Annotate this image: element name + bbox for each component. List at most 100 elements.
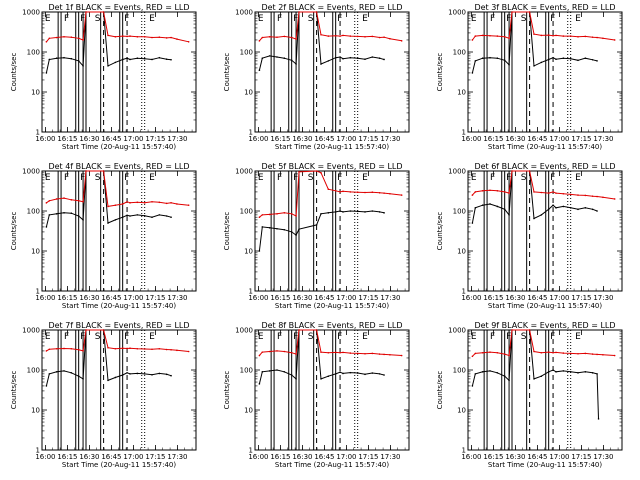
data-point-events bbox=[295, 63, 297, 65]
y-tick-label: 10 bbox=[457, 248, 466, 256]
data-point-lld bbox=[261, 36, 264, 39]
data-point-lld bbox=[339, 351, 341, 354]
x-tick-label: 16:45 bbox=[101, 135, 121, 143]
data-point-lld bbox=[170, 348, 172, 351]
data-point-lld bbox=[45, 350, 48, 352]
y-tick-label: 1000 bbox=[22, 327, 40, 335]
data-point-events bbox=[170, 374, 172, 377]
phase-label: F bbox=[277, 173, 282, 183]
data-point-lld bbox=[315, 329, 318, 331]
data-point-lld bbox=[383, 36, 385, 38]
data-point-lld bbox=[48, 199, 51, 202]
data-point-lld bbox=[400, 194, 403, 196]
data-point-events bbox=[547, 371, 550, 373]
y-tick-label: 1 bbox=[462, 288, 466, 296]
x-tick-label: 16:15 bbox=[483, 135, 503, 143]
data-point-events bbox=[82, 65, 84, 67]
data-point-lld bbox=[143, 202, 146, 204]
x-tick-label: 16:15 bbox=[483, 453, 503, 461]
x-tick-label: 16:45 bbox=[314, 453, 334, 461]
data-point-lld bbox=[489, 351, 491, 353]
phase-label: F bbox=[124, 173, 129, 183]
data-point-lld bbox=[471, 355, 474, 358]
data-point-events bbox=[584, 207, 587, 209]
x-tick-label: 16:45 bbox=[314, 135, 334, 143]
plot-frame bbox=[467, 329, 623, 451]
x-tick-label: 17:00 bbox=[336, 294, 356, 302]
data-point-events bbox=[378, 57, 381, 59]
data-point-lld bbox=[70, 36, 73, 38]
data-point-events bbox=[356, 57, 359, 59]
data-point-events bbox=[489, 203, 491, 205]
data-point-lld bbox=[48, 348, 51, 351]
x-tick-label: 17:00 bbox=[549, 294, 569, 302]
data-point-events bbox=[55, 213, 58, 215]
phase-label: S bbox=[521, 332, 527, 342]
data-point-lld bbox=[334, 351, 337, 354]
x-tick-label: 16:30 bbox=[292, 453, 312, 461]
data-point-lld bbox=[339, 191, 341, 193]
x-tick-label: 17:00 bbox=[549, 453, 569, 461]
data-point-lld bbox=[334, 189, 337, 192]
data-point-lld bbox=[170, 36, 172, 39]
data-point-lld bbox=[283, 212, 286, 214]
phase-label: E bbox=[362, 173, 368, 183]
data-point-events bbox=[165, 58, 168, 61]
data-point-lld bbox=[547, 192, 550, 194]
data-point-events bbox=[349, 210, 352, 212]
data-point-events bbox=[258, 250, 261, 252]
data-point-events bbox=[315, 224, 318, 226]
data-point-events bbox=[339, 210, 341, 212]
data-point-lld bbox=[552, 34, 554, 37]
data-point-lld bbox=[327, 351, 330, 354]
data-point-lld bbox=[55, 198, 58, 200]
data-point-events bbox=[597, 418, 600, 420]
y-tick-label: 1000 bbox=[448, 327, 466, 335]
y-axis-title: Counts/sec bbox=[436, 212, 444, 251]
chart-panel-4: Det 4f BLACK = Events, RED = LLD 1 10 100 10… bbox=[10, 162, 197, 310]
data-point-lld bbox=[602, 196, 604, 199]
data-point-lld bbox=[481, 189, 484, 192]
data-point-lld bbox=[70, 347, 73, 350]
data-point-lld bbox=[158, 201, 161, 204]
phase-label: E bbox=[149, 332, 155, 342]
y-tick-label: 1 bbox=[462, 129, 466, 137]
data-point-lld bbox=[77, 348, 80, 351]
x-tick-label: 16:45 bbox=[527, 453, 547, 461]
data-point-lld bbox=[165, 348, 168, 351]
phase-label: F bbox=[337, 14, 342, 24]
phase-label: E bbox=[258, 332, 264, 342]
data-point-events bbox=[136, 57, 139, 59]
series-line-events bbox=[471, 329, 599, 419]
data-point-lld bbox=[389, 353, 391, 356]
data-point-events bbox=[143, 373, 146, 375]
data-point-events bbox=[508, 63, 510, 66]
data-point-events bbox=[342, 57, 344, 60]
phase-label: F bbox=[506, 173, 511, 183]
phase-label: F bbox=[506, 14, 511, 24]
phase-label: F bbox=[550, 173, 555, 183]
data-point-lld bbox=[283, 350, 286, 353]
data-point-lld bbox=[276, 350, 278, 352]
data-point-lld bbox=[320, 33, 322, 36]
data-point-events bbox=[165, 373, 168, 376]
data-point-events bbox=[371, 372, 374, 374]
data-point-events bbox=[151, 373, 153, 376]
data-point-events bbox=[596, 373, 598, 375]
data-point-lld bbox=[77, 199, 80, 202]
data-point-lld bbox=[496, 189, 499, 192]
data-point-lld bbox=[187, 204, 190, 206]
data-point-events bbox=[547, 58, 550, 61]
panel-title: Det 6f BLACK = Events, RED = LLD bbox=[474, 162, 615, 171]
data-point-lld bbox=[356, 191, 359, 194]
x-tick-label: 16:00 bbox=[461, 294, 481, 302]
y-tick-label: 10 bbox=[244, 248, 253, 256]
y-tick-label: 10 bbox=[244, 407, 253, 415]
data-point-events bbox=[158, 214, 161, 216]
data-point-lld bbox=[511, 11, 513, 13]
series-line-events bbox=[45, 329, 172, 387]
data-point-lld bbox=[503, 35, 506, 38]
y-tick-label: 1 bbox=[36, 447, 40, 455]
phase-label: F bbox=[337, 332, 342, 342]
x-tick-label: 17:15 bbox=[571, 135, 591, 143]
